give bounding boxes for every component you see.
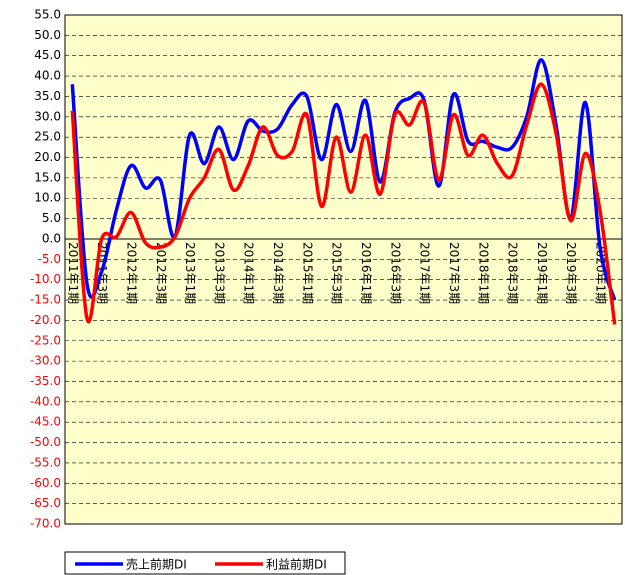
x-tick-label: 2018年3期 — [506, 242, 520, 304]
series-line — [70, 82, 617, 325]
x-tick-label: 2011年1期 — [66, 242, 80, 304]
y-tick-label: 30.0 — [34, 109, 61, 123]
y-tick-label: -10.0 — [30, 272, 61, 286]
y-tick-label: 35.0 — [34, 89, 61, 103]
y-tick-label: 40.0 — [34, 69, 61, 83]
y-tick-label: -5.0 — [38, 252, 61, 266]
x-tick-label: 2014年1期 — [242, 242, 256, 304]
legend-box — [64, 551, 346, 575]
y-tick-label: -30.0 — [30, 354, 61, 368]
x-tick-label: 2013年3期 — [212, 242, 226, 304]
x-tick-label: 2013年1期 — [183, 242, 197, 304]
x-tick-label: 2016年3期 — [388, 242, 402, 304]
y-tick-label: -70.0 — [30, 517, 61, 531]
y-tick-label: 55.0 — [34, 8, 61, 22]
x-tick-label: 2019年3期 — [564, 242, 578, 304]
y-tick-label: 0.0 — [42, 231, 61, 245]
y-tick-label: -20.0 — [30, 313, 61, 327]
y-tick-label: 25.0 — [34, 130, 61, 144]
x-tick-label: 2018年1期 — [476, 242, 490, 304]
plot-border — [64, 14, 623, 525]
legend-label: 売上前期DI — [126, 557, 187, 572]
y-tick-label: -45.0 — [30, 415, 61, 429]
x-tick-label: 2014年3期 — [271, 242, 285, 304]
legend-label: 利益前期DI — [266, 557, 327, 572]
y-tick-label: 15.0 — [34, 170, 61, 184]
y-tick-label: -25.0 — [30, 333, 61, 347]
x-tick-label: 2015年3期 — [330, 242, 344, 304]
x-tick-label: 2015年1期 — [300, 242, 314, 304]
y-tick-label: 5.0 — [42, 211, 61, 225]
x-tick-label: 2020年1期 — [594, 242, 608, 304]
y-tick-label: -40.0 — [30, 394, 61, 408]
x-tick-label: 2017年3期 — [447, 242, 461, 304]
y-tick-label: 20.0 — [34, 150, 61, 164]
x-tick-label: 2012年3期 — [154, 242, 168, 304]
x-tick-label: 2019年1期 — [535, 242, 549, 304]
y-tick-label: -55.0 — [30, 455, 61, 469]
x-tick-label: 2017年1期 — [418, 242, 432, 304]
x-tick-label: 2012年1期 — [124, 242, 138, 304]
y-tick-label: -60.0 — [30, 476, 61, 490]
x-tick-label: 2016年1期 — [359, 242, 373, 304]
y-tick-label: -65.0 — [30, 496, 61, 510]
y-tick-label: -50.0 — [30, 435, 61, 449]
y-tick-label: 50.0 — [34, 28, 61, 42]
y-tick-label: 10.0 — [34, 191, 61, 205]
y-tick-label: -15.0 — [30, 293, 61, 307]
y-tick-label: 45.0 — [34, 48, 61, 62]
series-line — [70, 58, 617, 301]
y-tick-label: -35.0 — [30, 374, 61, 388]
